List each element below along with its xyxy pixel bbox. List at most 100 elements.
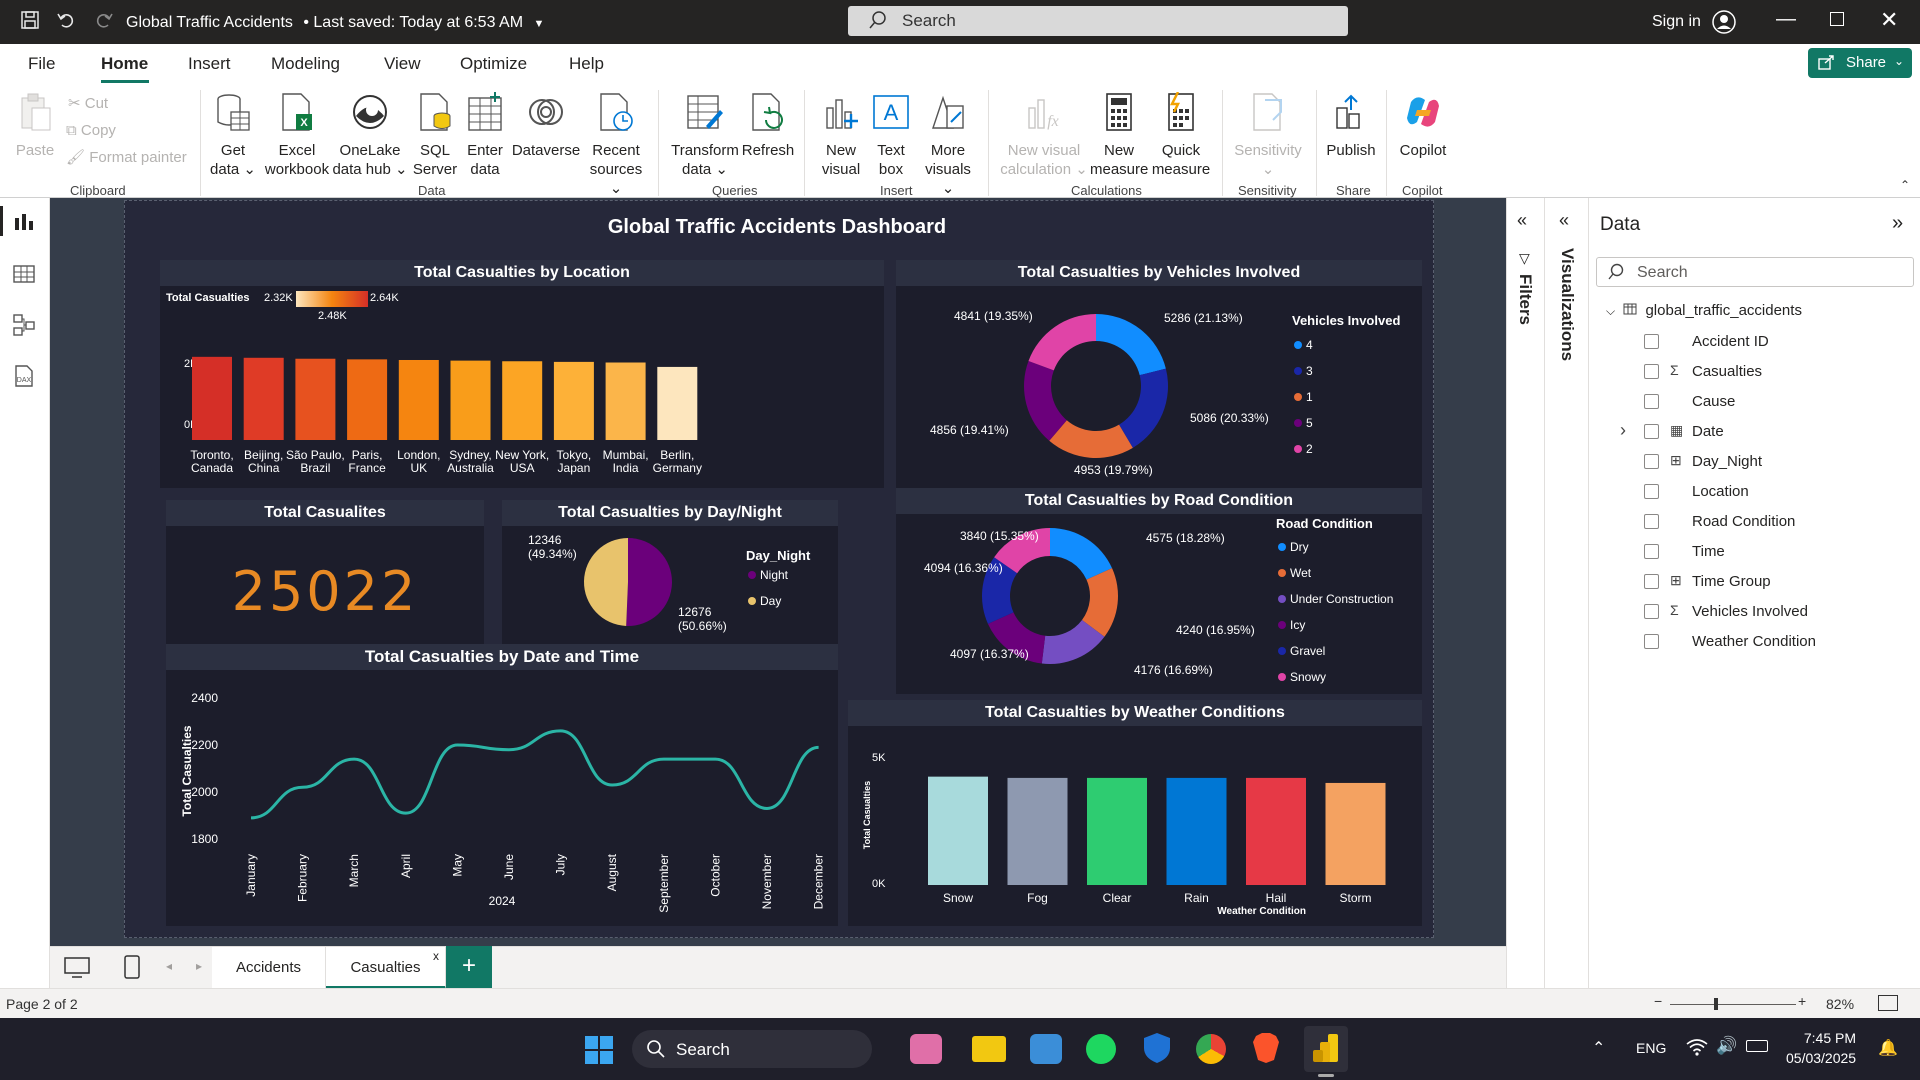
location-chart-panel[interactable]: Total Casualties by Location Total Casua… — [160, 260, 884, 488]
report-view-icon[interactable] — [13, 212, 35, 235]
maximize-icon[interactable] — [1830, 12, 1844, 26]
sensitivity-button[interactable]: Sensitivity ⌄ — [1232, 92, 1304, 179]
zoom-out-icon[interactable]: − — [1654, 993, 1663, 1009]
windows-start-icon[interactable] — [585, 1036, 613, 1067]
battery-icon[interactable] — [1746, 1040, 1768, 1052]
fit-to-page-icon[interactable] — [1878, 995, 1898, 1011]
next-page-icon[interactable]: ▸ — [196, 959, 203, 973]
cut-button[interactable]: ✂ Cut — [68, 94, 108, 113]
new-visual-calculation-button[interactable]: fx New visual calculation ⌄ — [998, 92, 1090, 179]
collapse-filters-icon[interactable]: « — [1517, 210, 1528, 230]
datetime-chart-panel[interactable]: Total Casualties by Date and Time Total … — [166, 644, 838, 926]
store-icon[interactable] — [1030, 1034, 1062, 1064]
zoom-slider-thumb[interactable] — [1714, 998, 1718, 1010]
collapse-ribbon-icon[interactable]: ⌃ — [1900, 178, 1911, 192]
redo-icon[interactable] — [94, 10, 114, 36]
sign-in-link[interactable]: Sign in — [1652, 13, 1701, 30]
copilot-button[interactable]: Copilot — [1394, 92, 1452, 160]
desktop-layout-icon[interactable] — [64, 957, 90, 982]
taskbar-time[interactable]: 7:45 PM — [1803, 1030, 1856, 1046]
undo-icon[interactable] — [56, 10, 76, 36]
menu-file[interactable]: File — [28, 54, 56, 73]
zoom-in-icon[interactable]: + — [1798, 993, 1807, 1009]
field-checkbox[interactable] — [1644, 514, 1659, 529]
recent-sources-button[interactable]: Recent sources ⌄ — [588, 92, 644, 198]
menu-home[interactable]: Home — [101, 54, 149, 73]
previous-page-icon[interactable]: ◂ — [166, 959, 173, 973]
onelake-data-hub-button[interactable]: OneLake data hub ⌄ — [332, 92, 408, 179]
model-view-icon[interactable] — [13, 314, 35, 339]
field-checkbox[interactable] — [1644, 544, 1659, 559]
format-painter-button[interactable]: 🖌 Format painter — [66, 148, 187, 167]
tab-casualties[interactable]: Casualties x — [326, 947, 446, 989]
total-casualties-card[interactable]: Total Casualites 25022 — [166, 500, 484, 646]
dax-query-view-icon[interactable]: DAX — [13, 364, 35, 391]
new-visual-button[interactable]: New visual — [818, 92, 864, 179]
field-checkbox[interactable] — [1644, 424, 1659, 439]
quick-measure-button[interactable]: Quick measure — [1150, 91, 1212, 179]
add-page-button[interactable]: + — [446, 946, 492, 988]
spotify-icon[interactable] — [1086, 1034, 1116, 1064]
text-box-button[interactable]: A Text box — [868, 92, 914, 179]
field-checkbox[interactable] — [1644, 364, 1659, 379]
brave-icon[interactable] — [1252, 1032, 1280, 1067]
field-checkbox[interactable] — [1644, 484, 1659, 499]
weather-chart-panel[interactable]: Total Casualties by Weather Conditions T… — [848, 700, 1422, 926]
transform-data-button[interactable]: Transform data ⌄ — [670, 92, 740, 179]
refresh-button[interactable]: Refresh — [740, 92, 796, 160]
chevron-up-icon[interactable]: ⌃ — [1592, 1040, 1606, 1057]
close-tab-icon[interactable]: x — [433, 949, 439, 963]
user-avatar-icon[interactable] — [1712, 10, 1736, 37]
new-measure-button[interactable]: New measure — [1090, 92, 1148, 179]
menu-help[interactable]: Help — [569, 54, 604, 73]
visualizations-label[interactable]: Visualizations — [1558, 248, 1577, 362]
dataverse-button[interactable]: Dataverse — [508, 92, 584, 160]
vehicles-chart-panel[interactable]: Total Casualties by Vehicles Involved Ve… — [896, 260, 1422, 488]
tab-accidents[interactable]: Accidents — [212, 947, 326, 989]
collapse-data-pane-icon[interactable]: » — [1892, 212, 1904, 234]
language-indicator[interactable]: ENG — [1636, 1040, 1667, 1056]
excel-workbook-button[interactable]: X Excel workbook — [262, 92, 332, 179]
menu-view[interactable]: View — [384, 54, 421, 73]
field-checkbox[interactable] — [1644, 604, 1659, 619]
mobile-layout-icon[interactable] — [124, 955, 140, 982]
field-checkbox[interactable] — [1644, 334, 1659, 349]
data-search-input[interactable]: Search — [1596, 257, 1914, 287]
road-condition-chart-panel[interactable]: Total Casualties by Road Condition Road … — [896, 488, 1422, 694]
app-icon[interactable] — [910, 1034, 942, 1064]
get-data-button[interactable]: Get data ⌄ — [208, 92, 258, 179]
enter-data-button[interactable]: Enter data — [462, 92, 508, 179]
field-checkbox[interactable] — [1644, 574, 1659, 589]
menu-optimize[interactable]: Optimize — [460, 54, 528, 73]
taskbar-date[interactable]: 05/03/2025 — [1786, 1050, 1857, 1066]
document-title[interactable]: Global Traffic Accidents • Last saved: T… — [126, 14, 544, 32]
menu-insert[interactable]: Insert — [188, 54, 231, 73]
notification-bell-icon[interactable]: 🔔 — [1878, 1040, 1898, 1057]
chevron-right-icon[interactable]: › — [1620, 420, 1626, 440]
table-view-icon[interactable] — [13, 264, 35, 287]
sql-server-button[interactable]: SQL Server — [412, 92, 458, 179]
menu-modeling[interactable]: Modeling — [271, 54, 340, 73]
minimize-icon[interactable]: — — [1776, 8, 1796, 30]
publish-button[interactable]: Publish — [1322, 92, 1380, 160]
copy-button[interactable]: ⧉ Copy — [66, 121, 116, 140]
more-visuals-button[interactable]: More visuals ⌄ — [918, 92, 978, 198]
wifi-icon[interactable] — [1686, 1038, 1708, 1059]
paste-button[interactable]: Paste — [12, 92, 58, 160]
security-shield-icon[interactable] — [1142, 1032, 1172, 1067]
expand-visualizations-icon[interactable]: « — [1559, 210, 1570, 230]
close-icon[interactable]: ✕ — [1880, 7, 1899, 32]
zoom-slider[interactable] — [1670, 1004, 1796, 1005]
taskbar-search-box[interactable]: Search — [632, 1030, 872, 1068]
search-input[interactable]: Search — [848, 6, 1348, 36]
volume-icon[interactable]: 🔊 — [1716, 1036, 1738, 1055]
file-explorer-icon[interactable] — [972, 1036, 1006, 1062]
share-button[interactable]: Share ⌄ — [1808, 48, 1912, 78]
table-node[interactable]: ⌵ global_traffic_accidents — [1606, 302, 1802, 319]
save-icon[interactable] — [20, 10, 40, 36]
filters-label[interactable]: Filters — [1516, 274, 1535, 326]
chrome-icon[interactable] — [1196, 1034, 1226, 1064]
field-checkbox[interactable] — [1644, 454, 1659, 469]
daynight-chart-panel[interactable]: Total Casualties by Day/Night Day_Night … — [502, 500, 838, 646]
field-checkbox[interactable] — [1644, 394, 1659, 409]
